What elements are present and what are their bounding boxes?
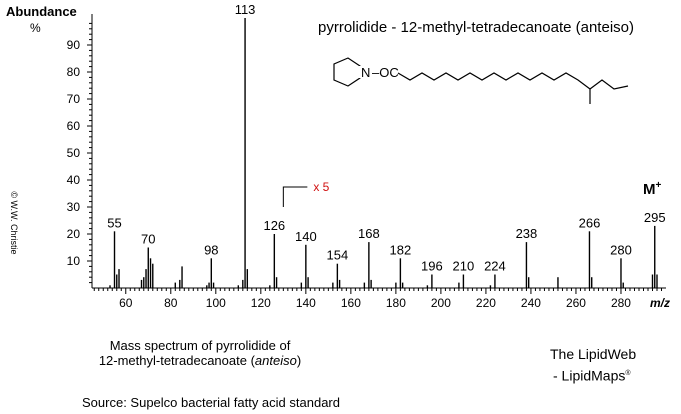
y-axis-unit: %	[30, 21, 41, 35]
x-tick-label: 280	[611, 296, 631, 310]
copyright-text: © W.W. Christie	[9, 191, 19, 255]
peak-label: 55	[107, 215, 121, 230]
peak-label: 70	[141, 232, 155, 247]
scale-marker-label: x 5	[313, 180, 329, 194]
caption-italic-anteiso: anteiso	[254, 353, 297, 368]
scale-marker: x 5	[282, 180, 330, 207]
peak-label: 210	[453, 259, 475, 274]
peak-label: 196	[421, 259, 443, 274]
x-tick-label: 160	[341, 296, 361, 310]
fatty-acid-chain	[397, 72, 629, 90]
branding-line-1: The LipidWeb	[550, 346, 637, 362]
peak-label: 280	[610, 242, 632, 257]
molecular-ion-symbol: M	[643, 181, 656, 198]
x-tick-label: 80	[164, 296, 178, 310]
registered-mark: ®	[625, 370, 631, 377]
figure-caption: Mass spectrum of pyrrolidide of 12-methy…	[90, 338, 310, 368]
peak-label: 140	[295, 229, 317, 244]
x-tick-label: 100	[206, 296, 226, 310]
x-tick-label: 120	[251, 296, 271, 310]
lipidweb-branding: The LipidWeb - LipidMaps®	[550, 345, 636, 386]
y-tick-label: 70	[67, 92, 81, 106]
y-tick-label: 80	[67, 65, 81, 79]
peak-label: 154	[327, 248, 349, 263]
carbonyl-linker-text: –OC	[372, 65, 399, 80]
molecular-ion-label: M+	[643, 180, 661, 198]
x-axis-title: m/z	[650, 296, 670, 310]
caption-line-2: 12-methyl-tetradecanoate (anteiso)	[98, 353, 302, 368]
chart-axes: 60 80 100 120 140 160 180 200 220 240 260 280 m/z 10 2…	[67, 14, 670, 310]
peak-label: 98	[204, 242, 218, 257]
y-tick-label: 90	[67, 38, 81, 52]
peak-label-group: 55 70 98 113 126 140 154 168 182 196 210 224 238 266 2…	[107, 2, 665, 274]
scale-marker-bracket	[282, 186, 308, 207]
ring-nitrogen-atom: N	[361, 65, 370, 80]
source-note: Source: Supelco bacterial fatty acid sta…	[82, 395, 340, 410]
peak-series	[109, 18, 658, 288]
y-tick-label: 20	[67, 227, 81, 241]
peak-label: 168	[358, 226, 380, 241]
peak-label: 224	[484, 259, 506, 274]
peak-label: 238	[516, 226, 538, 241]
x-tick-label: 220	[476, 296, 496, 310]
x-tick-label: 240	[521, 296, 541, 310]
y-tick-label: 60	[67, 119, 81, 133]
x-tick-label: 180	[386, 296, 406, 310]
y-tick-label: 10	[67, 254, 81, 268]
x-tick-label: 260	[566, 296, 586, 310]
chemical-structure-diagram: N –OC	[333, 57, 629, 104]
peak-label: 266	[579, 215, 601, 230]
peak-label: 113	[235, 2, 256, 17]
molecular-ion-charge: +	[655, 180, 662, 191]
y-axis-title: Abundance	[6, 4, 77, 19]
y-tick-label: 30	[67, 200, 81, 214]
y-tick-label: 50	[67, 146, 81, 160]
peak-label: 182	[390, 242, 412, 257]
branding-line-2: - LipidMaps®	[553, 367, 631, 384]
y-tick-label: 40	[67, 173, 81, 187]
chart-title: pyrrolidide - 12-methyl-tetradecanoate (…	[318, 19, 634, 36]
peak-label: 126	[263, 218, 285, 233]
peak-label: 295	[644, 210, 666, 225]
caption-line-1: Mass spectrum of pyrrolidide of	[109, 338, 291, 353]
pyrrolidine-ring	[333, 57, 361, 87]
x-tick-label: 200	[431, 296, 451, 310]
x-tick-label: 140	[296, 296, 316, 310]
x-tick-label: 60	[119, 296, 133, 310]
